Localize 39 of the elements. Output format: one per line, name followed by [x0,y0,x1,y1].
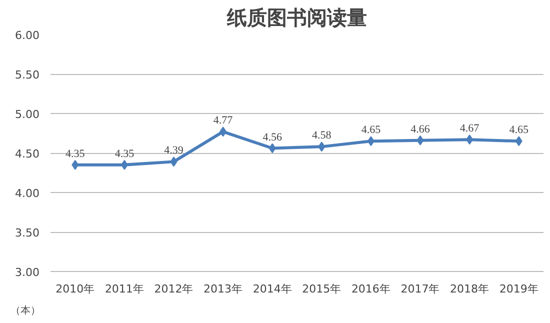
y-tick-label: 5.50 [15,68,40,82]
text: （本） [10,304,40,316]
point [268,143,276,154]
point [120,160,128,170]
data-label: 4.67 [460,122,480,135]
x-tick-label: 2014年 [252,282,292,296]
point [515,136,522,146]
point [466,134,474,145]
data-label: 4.58 [312,130,332,142]
data-label: 4.65 [509,124,529,136]
x-tick-label: 2018年 [450,282,490,296]
x-tick-label: 2015年 [302,282,342,296]
data-label: 4.65 [361,124,382,136]
data-label: 4.35 [114,148,135,160]
data-label: 4.77 [213,114,234,127]
x-tick-label: 2012年 [154,282,194,296]
x-tick-label: 2017年 [400,282,440,296]
x-tick-label: 2010年 [56,282,95,296]
y-tick-label: 4.50 [15,148,40,160]
y-tick-label: 3.00 [15,266,40,279]
y-tick-label: 4.00 [15,187,40,200]
point [367,136,374,146]
data-label: 4.39 [164,144,184,157]
point [170,156,178,167]
x-tick-label: 2011年 [104,282,144,296]
y-tick-label: 6.00 [15,29,40,42]
x-tick-label: 2013年 [204,282,243,296]
y-tick-label: 3.50 [15,226,40,240]
x-tick-label: 2016年 [351,282,390,296]
data-label: 4.66 [410,123,430,136]
x-tick-label: 2019年 [499,282,538,296]
y-tick-label: 5.00 [15,108,40,121]
point [220,126,227,137]
data-label: 4.56 [262,131,282,144]
point [318,142,326,152]
point [416,135,424,146]
chart-title: 纸质图书阅读量 [226,6,367,30]
data-label: 4.35 [66,148,86,160]
point [72,160,79,170]
